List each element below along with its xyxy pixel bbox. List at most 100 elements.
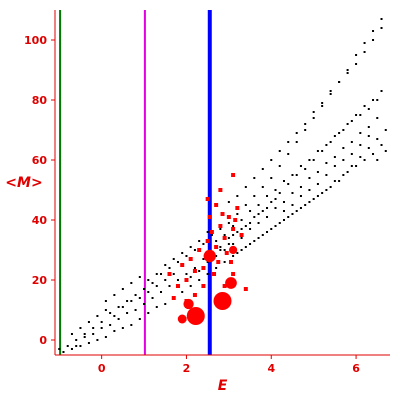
data-point — [355, 63, 358, 65]
data-point — [355, 114, 358, 116]
data-point — [325, 144, 328, 146]
data-point — [380, 18, 383, 20]
data-point — [329, 93, 332, 95]
data-point — [299, 165, 302, 167]
data-point — [138, 297, 141, 299]
data-point — [270, 177, 273, 179]
data-point — [372, 153, 375, 155]
data-point — [321, 150, 324, 152]
x-tick-label: 2 — [183, 362, 191, 375]
data-point — [198, 279, 201, 281]
data-point — [155, 285, 158, 287]
highlight-point — [192, 293, 197, 297]
data-point — [126, 312, 129, 314]
data-point — [83, 336, 86, 338]
data-point — [134, 309, 137, 311]
data-point — [274, 189, 277, 191]
data-point — [372, 39, 375, 41]
data-point — [372, 30, 375, 32]
highlight-point — [197, 248, 202, 252]
data-point — [104, 309, 107, 311]
data-point — [304, 168, 307, 170]
data-point — [346, 171, 349, 173]
data-point — [342, 129, 345, 131]
data-point — [198, 240, 201, 242]
data-point — [308, 177, 311, 179]
data-point — [172, 273, 175, 275]
data-point — [185, 273, 188, 275]
data-point — [308, 189, 311, 191]
data-point — [287, 216, 290, 218]
data-point — [308, 159, 311, 161]
data-point — [312, 117, 315, 119]
data-point — [316, 183, 319, 185]
highlight-marker — [177, 314, 187, 324]
y-tick-label: 40 — [32, 214, 48, 227]
data-point — [333, 135, 336, 137]
highlight-point — [209, 230, 214, 234]
data-point — [350, 153, 353, 155]
data-point — [130, 324, 133, 326]
highlight-point — [218, 224, 223, 228]
data-point — [168, 285, 171, 287]
data-point — [244, 246, 247, 248]
data-point — [363, 51, 366, 53]
highlight-point — [212, 272, 217, 276]
highlight-point — [205, 239, 210, 243]
data-point — [62, 351, 65, 353]
data-point — [384, 129, 387, 131]
data-point — [70, 333, 73, 335]
data-point — [316, 195, 319, 197]
data-point — [342, 159, 345, 161]
data-point — [304, 204, 307, 206]
data-point — [189, 276, 192, 278]
data-point — [232, 234, 235, 236]
highlight-point — [188, 257, 193, 261]
data-point — [338, 81, 341, 83]
data-point — [299, 195, 302, 197]
data-point — [346, 69, 349, 71]
data-point — [350, 165, 353, 167]
data-point — [249, 222, 252, 224]
highlight-marker — [183, 298, 194, 310]
data-point — [79, 345, 82, 347]
data-point — [160, 273, 163, 275]
x-ticks: 0 2 4 6 — [98, 355, 360, 375]
data-point — [376, 117, 379, 119]
data-point — [278, 222, 281, 224]
data-point — [223, 249, 226, 251]
y-tick-label: 80 — [32, 94, 48, 107]
data-point — [189, 285, 192, 287]
data-point — [299, 186, 302, 188]
data-point — [367, 135, 370, 137]
data-point — [321, 192, 324, 194]
data-point — [295, 210, 298, 212]
data-point — [338, 180, 341, 182]
data-point — [232, 255, 235, 257]
data-point — [193, 267, 196, 269]
data-point — [257, 237, 260, 239]
data-point — [113, 330, 116, 332]
data-point — [270, 228, 273, 230]
data-point — [70, 348, 73, 350]
data-point — [282, 210, 285, 212]
data-point — [219, 249, 222, 251]
data-point — [359, 156, 362, 158]
data-point — [376, 138, 379, 140]
data-point — [312, 198, 315, 200]
data-point — [138, 318, 141, 320]
data-point — [333, 165, 336, 167]
data-point — [109, 324, 112, 326]
data-point — [164, 279, 167, 281]
data-point — [261, 186, 264, 188]
data-point — [58, 348, 61, 350]
highlight-point — [171, 296, 176, 300]
data-point — [321, 105, 324, 107]
highlight-point — [180, 263, 185, 267]
data-point — [253, 177, 256, 179]
data-point — [350, 141, 353, 143]
highlight-point — [214, 203, 219, 207]
data-point — [87, 321, 90, 323]
data-point — [113, 315, 116, 317]
highlight-point — [216, 260, 221, 264]
